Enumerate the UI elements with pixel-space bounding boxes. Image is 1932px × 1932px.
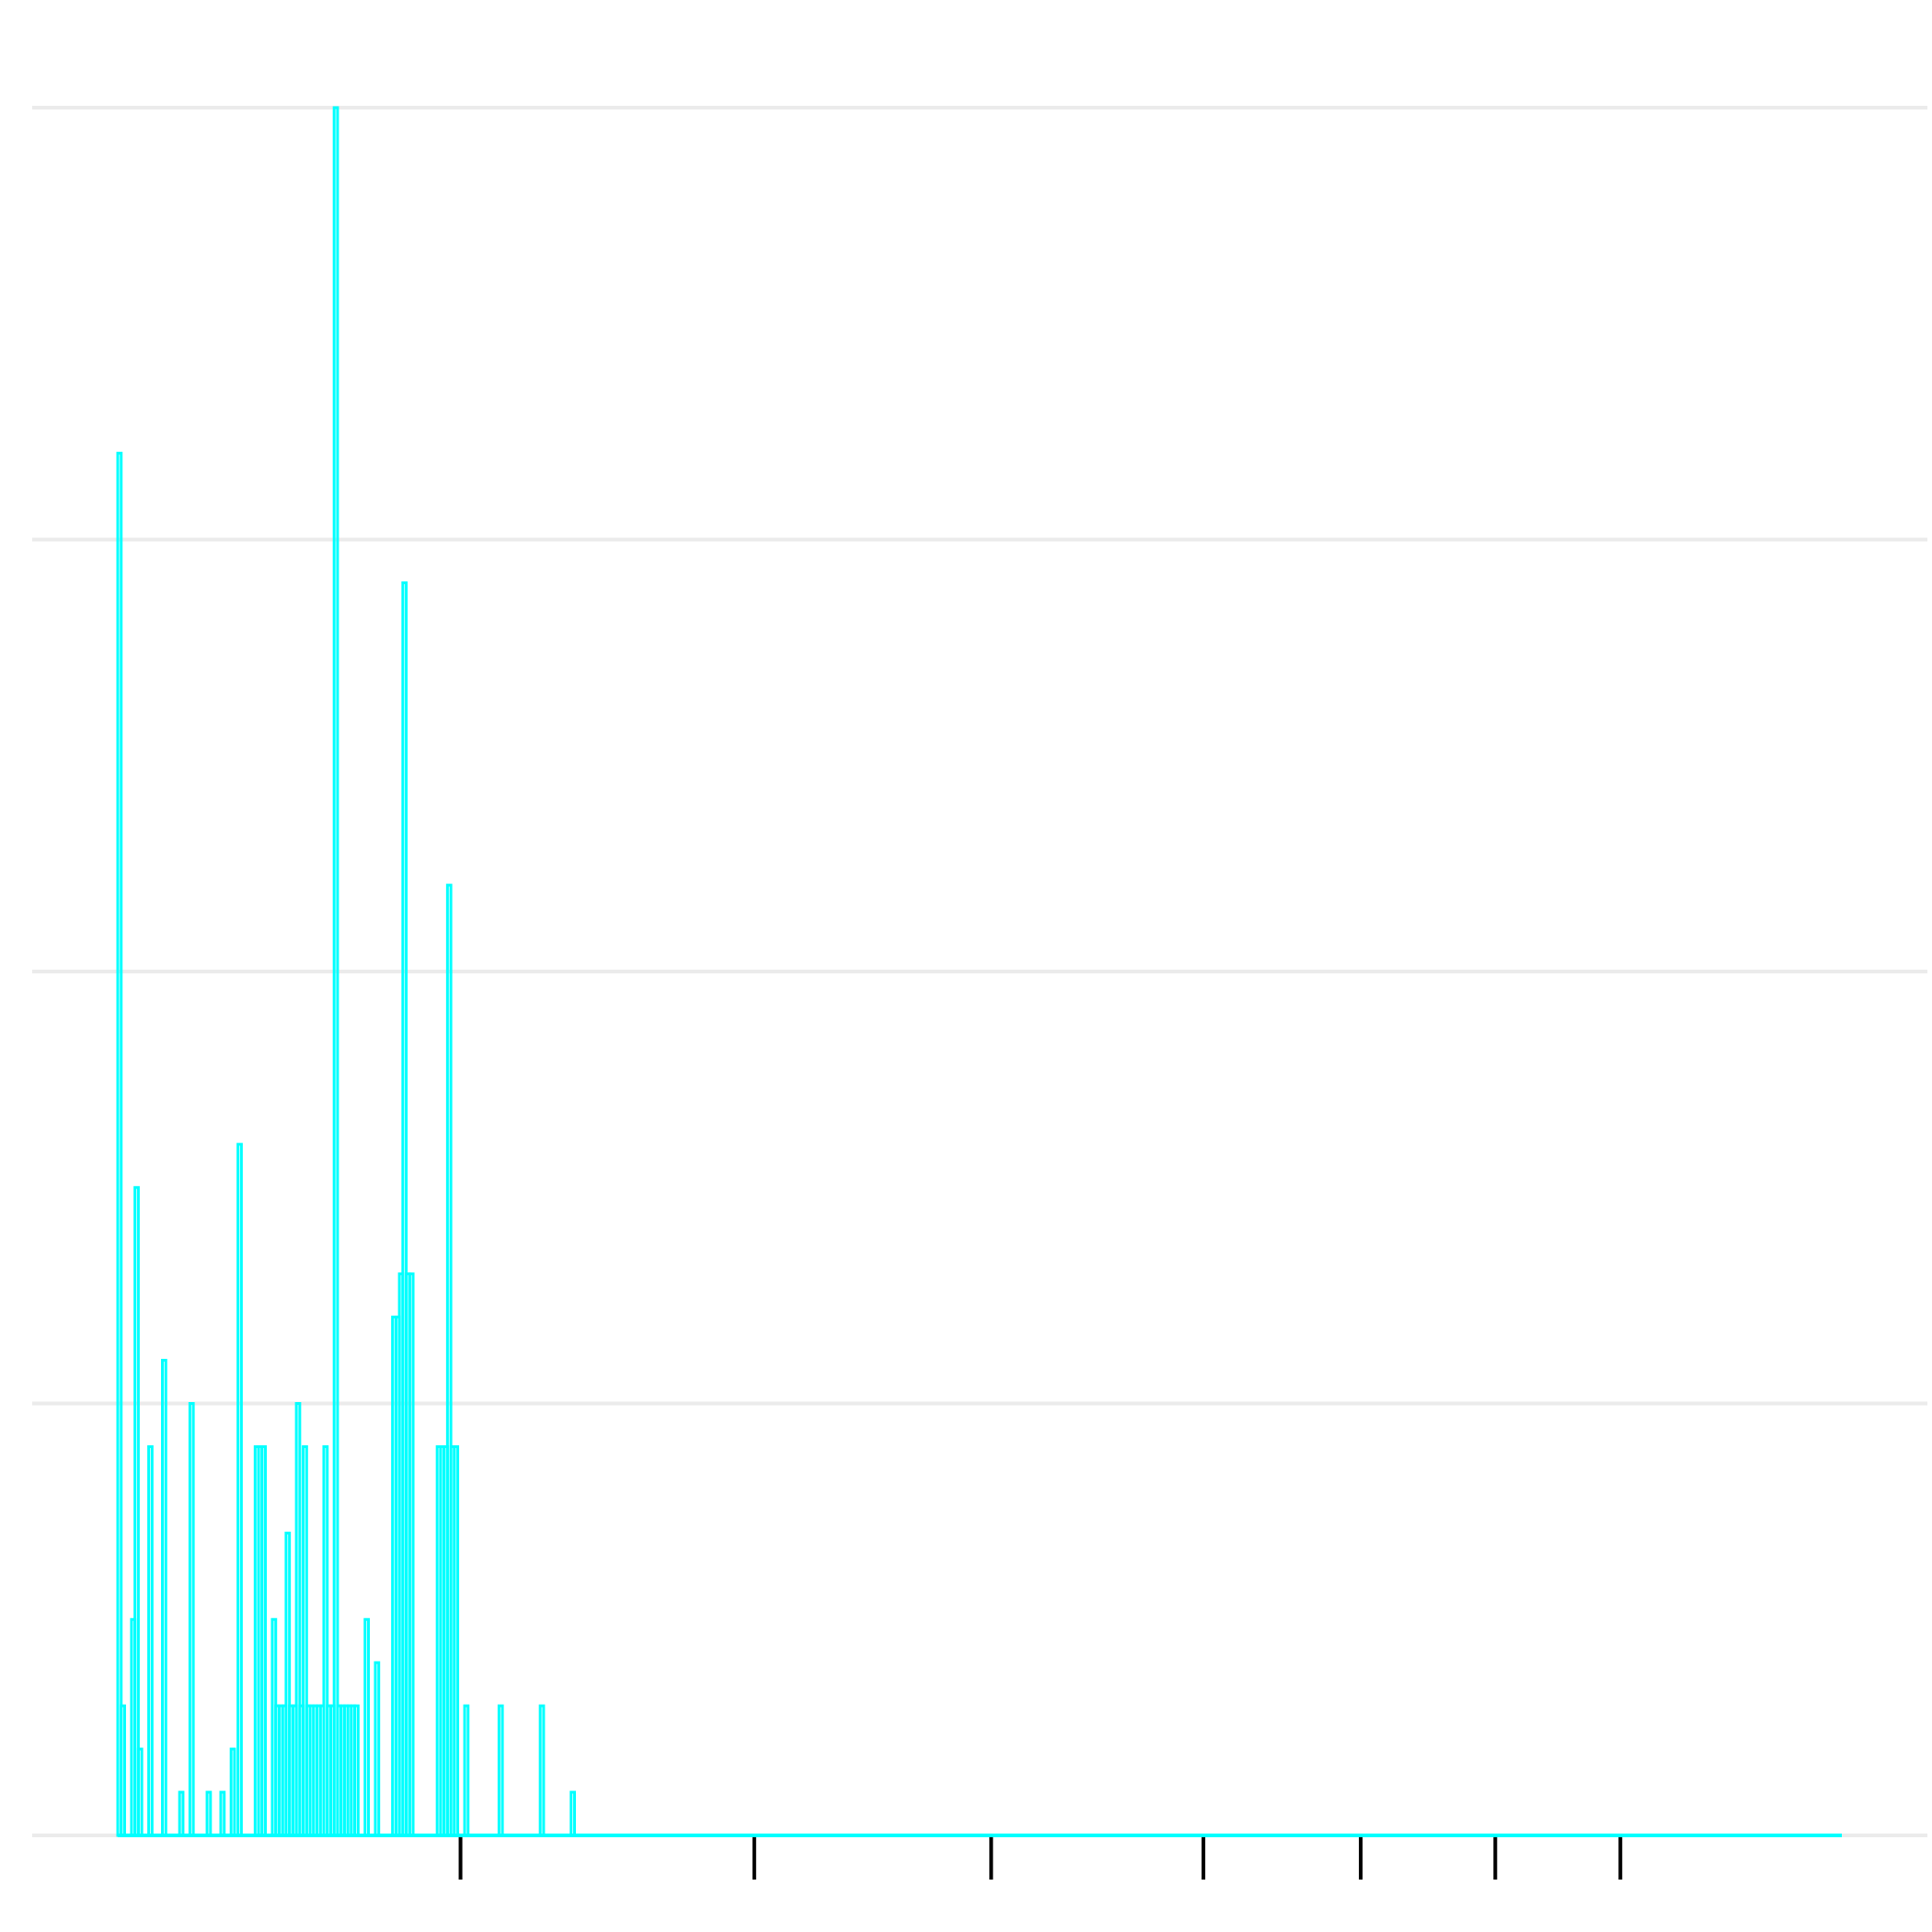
bar-101 (463, 1704, 470, 1837)
bars (116, 106, 1842, 1837)
bar-1 (120, 1704, 126, 1837)
bar-5 (133, 1186, 140, 1837)
bar-42 (260, 1444, 268, 1837)
bar-63 (332, 106, 339, 1837)
bar-54 (302, 1444, 308, 1837)
bar-72 (363, 1617, 371, 1837)
gridlines (32, 106, 1927, 1837)
bar-123 (538, 1704, 546, 1837)
bar-26 (205, 1790, 213, 1837)
bar-98 (453, 1444, 460, 1837)
bar-49 (284, 1531, 292, 1837)
x-axis-ticks (458, 1837, 1623, 1880)
bar-75 (374, 1661, 381, 1837)
bar-0 (116, 452, 123, 1837)
bar-6 (136, 1747, 144, 1837)
bar-21 (188, 1402, 195, 1837)
bar-52 (294, 1402, 302, 1837)
bar-111 (497, 1704, 504, 1837)
bar-18 (178, 1790, 185, 1837)
bar-13 (161, 1359, 167, 1837)
bar-9 (147, 1444, 154, 1837)
bar-132 (569, 1790, 576, 1837)
bar-33 (229, 1747, 236, 1837)
bar-96 (445, 883, 453, 1837)
bar-69 (353, 1704, 360, 1837)
bar-60 (322, 1444, 329, 1837)
bar-85 (408, 1272, 415, 1837)
bar-35 (236, 1143, 243, 1837)
bar-83 (401, 581, 408, 1837)
bar-30 (219, 1790, 226, 1837)
